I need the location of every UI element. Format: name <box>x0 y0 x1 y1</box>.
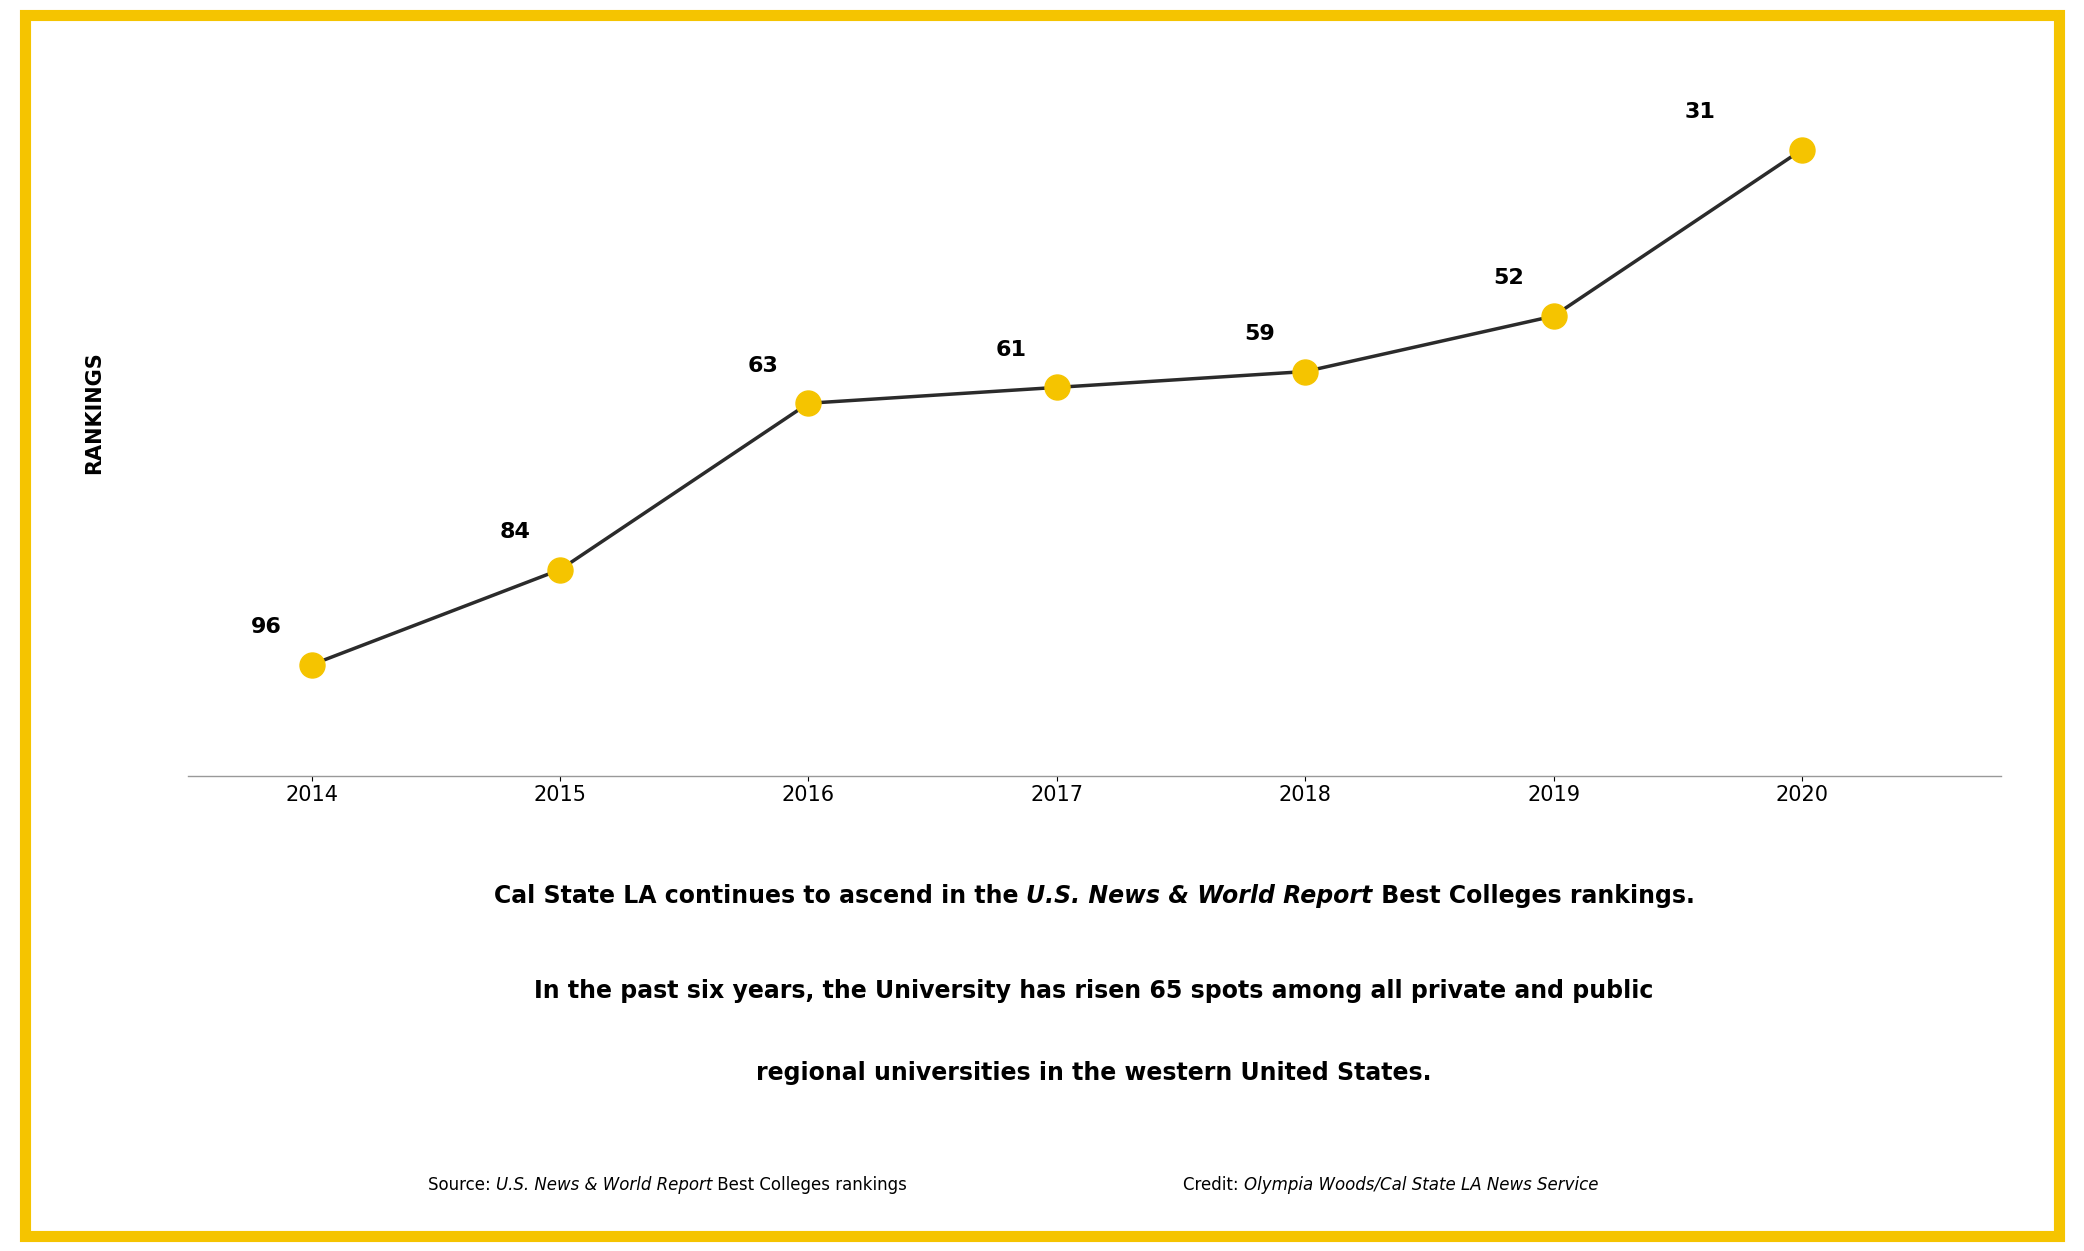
Text: regional universities in the western United States.: regional universities in the western Uni… <box>756 1061 1432 1085</box>
Text: Source:: Source: <box>427 1176 496 1193</box>
Point <box>792 393 825 413</box>
Text: 63: 63 <box>748 355 779 375</box>
Text: Olympia Woods/Cal State LA News Service: Olympia Woods/Cal State LA News Service <box>1244 1176 1598 1193</box>
Text: Cal State LA continues to ascend in the: Cal State LA continues to ascend in the <box>494 883 1027 908</box>
Point <box>1288 362 1321 382</box>
Point <box>296 654 329 674</box>
Point <box>1786 140 1819 160</box>
Point <box>544 559 577 579</box>
Text: U.S. News & World Report: U.S. News & World Report <box>496 1176 713 1193</box>
Text: Best Colleges rankings.: Best Colleges rankings. <box>1373 883 1694 908</box>
Point <box>1040 378 1073 398</box>
Text: 59: 59 <box>1244 324 1275 344</box>
Text: In the past six years, the University has risen 65 spots among all private and p: In the past six years, the University ha… <box>534 978 1655 1002</box>
Text: 61: 61 <box>996 340 1027 360</box>
Point <box>1536 306 1569 327</box>
Text: Best Colleges rankings: Best Colleges rankings <box>713 1176 907 1193</box>
Text: 31: 31 <box>1684 103 1715 121</box>
Text: Credit:: Credit: <box>1184 1176 1244 1193</box>
Text: U.S. News & World Report: U.S. News & World Report <box>1027 883 1373 908</box>
Text: 52: 52 <box>1492 269 1523 288</box>
Text: 84: 84 <box>500 522 529 542</box>
Text: RANKINGS: RANKINGS <box>83 352 104 474</box>
Text: 96: 96 <box>250 617 281 637</box>
